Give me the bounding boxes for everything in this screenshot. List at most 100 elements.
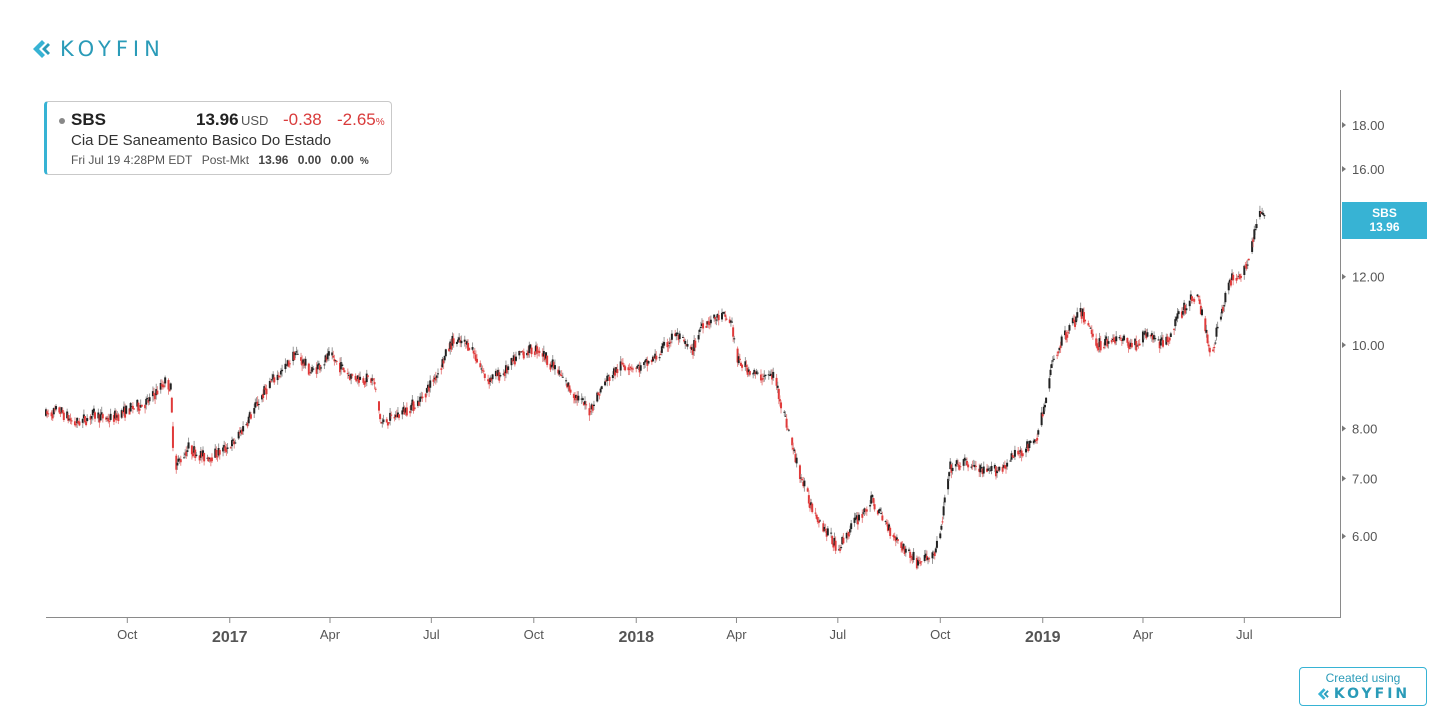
candle-body <box>955 460 958 464</box>
candle-body <box>335 360 338 362</box>
candle-body <box>700 323 703 327</box>
candle-body <box>690 347 693 350</box>
candle-body <box>1208 347 1211 353</box>
candle-body <box>939 533 942 539</box>
candle-body <box>653 357 656 359</box>
candle-body <box>1238 274 1241 279</box>
candle-body <box>567 382 570 387</box>
y-tick-label: 10.00 <box>1352 338 1385 353</box>
candle-body <box>581 398 584 401</box>
candle-body <box>316 364 319 370</box>
candle-body <box>1261 212 1264 214</box>
candle-body <box>116 415 119 418</box>
candle-body <box>83 416 86 422</box>
candle-body <box>1049 369 1052 376</box>
candle-body <box>1146 332 1149 337</box>
x-tick-label: Oct <box>930 627 951 642</box>
candle-body <box>1174 319 1177 327</box>
candle-body <box>670 333 673 340</box>
candle-body <box>864 509 867 511</box>
candle-body <box>940 525 943 530</box>
candle-body <box>265 388 268 395</box>
candle-body <box>780 402 783 409</box>
candle-body <box>702 323 705 329</box>
candle-body <box>970 466 973 468</box>
candle-body <box>1251 241 1254 252</box>
candle-body <box>125 405 128 414</box>
candle-body <box>1216 326 1219 329</box>
x-tick-label: Jul <box>423 627 440 642</box>
candle-body <box>402 406 405 412</box>
candle-body <box>678 333 681 340</box>
candle-body <box>1247 258 1250 261</box>
session-change-pct: 0.00% <box>330 153 369 167</box>
candle-body <box>232 439 235 442</box>
candle-body <box>1098 338 1101 348</box>
currency-label: USD <box>241 113 269 128</box>
candle-body <box>785 418 788 428</box>
candle-body <box>932 554 935 556</box>
candle-body <box>915 557 918 569</box>
candle-body <box>1017 450 1020 455</box>
candle-body <box>254 402 257 408</box>
candle-body <box>286 360 289 366</box>
candle-body <box>998 466 1001 471</box>
candle-body <box>543 354 546 361</box>
candle-body <box>792 447 795 450</box>
candle-body <box>1169 333 1172 337</box>
candle-body <box>85 421 88 426</box>
candle-body <box>70 420 73 422</box>
candle-body <box>483 373 486 378</box>
candle-body <box>675 332 678 337</box>
candle-body <box>1221 308 1224 314</box>
candle-body <box>46 411 49 414</box>
candle-body <box>193 446 196 453</box>
candle-body <box>538 350 541 354</box>
koyfin-logo[interactable]: KOYFIN <box>30 34 165 64</box>
post-market-row: Fri Jul 19 4:28PM EDT Post-Mkt 13.96 0.0… <box>71 153 375 167</box>
candle-body <box>434 376 437 381</box>
candle-body <box>293 352 296 360</box>
candle-body <box>752 373 755 375</box>
candle-body <box>1041 414 1044 417</box>
candle-body <box>107 417 110 422</box>
candle-body <box>86 418 89 421</box>
candle-body <box>948 472 951 477</box>
candle-body <box>467 342 470 351</box>
candle-body <box>542 350 545 357</box>
candle-body <box>611 375 614 379</box>
candle-body <box>986 468 989 472</box>
candle-body <box>326 353 329 360</box>
candle-body <box>1012 456 1015 458</box>
y-axis-ticks: 6.00 7.00 8.00 10.00 12.00 16.00 18.00 <box>1342 118 1385 544</box>
candle-body <box>171 426 174 448</box>
candle-body <box>1244 266 1247 268</box>
candle-body <box>853 517 856 523</box>
candle-body <box>1106 339 1109 347</box>
candle-body <box>957 463 960 465</box>
candle-body <box>549 363 552 370</box>
candle-body <box>202 450 205 457</box>
x-tick-label: 2019 <box>1025 629 1061 646</box>
candle-body <box>1243 265 1246 275</box>
candle-body <box>847 532 850 537</box>
candle-body <box>654 353 657 359</box>
candle-body <box>619 361 622 371</box>
candle-body <box>693 340 696 352</box>
created-using-badge[interactable]: Created using KOYFIN <box>1299 667 1427 706</box>
candle-body <box>892 535 895 537</box>
candle-body <box>1071 318 1074 324</box>
candle-body <box>1219 316 1222 320</box>
candle-body <box>78 421 81 426</box>
candle-body <box>521 350 524 352</box>
candle-body <box>433 377 436 380</box>
candle-body <box>248 412 251 418</box>
candle-body <box>967 464 970 468</box>
candle-body <box>432 379 435 382</box>
candle-body <box>831 536 834 545</box>
candle-body <box>600 386 603 390</box>
candle-body <box>1199 305 1202 315</box>
candle-body <box>655 355 658 360</box>
candle-body <box>409 410 412 414</box>
candle-body <box>364 380 367 384</box>
